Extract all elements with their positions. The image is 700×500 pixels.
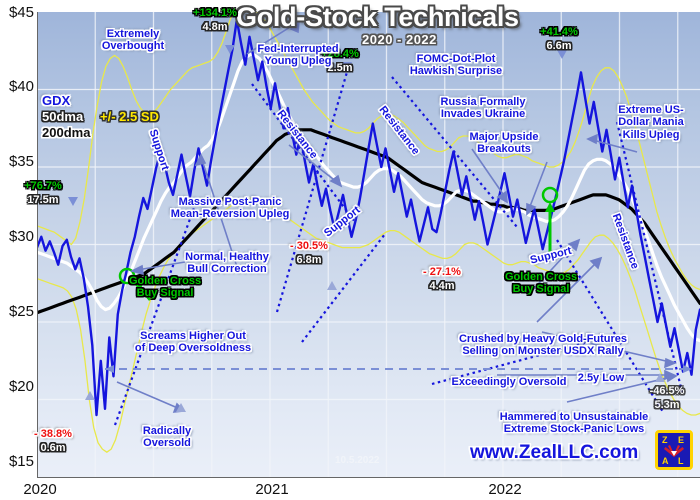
move-dur-3: 4.8m xyxy=(202,21,228,33)
y-tick-20: $20 xyxy=(8,378,34,395)
x-tick-2021: 2021 xyxy=(255,481,289,498)
zeal-logo: Z E A L xyxy=(655,430,693,470)
brand-url[interactable]: www.ZealLLC.com xyxy=(470,442,639,463)
svg-text:Z: Z xyxy=(662,435,668,445)
move-dur-5: 2.5m xyxy=(327,62,353,74)
move-pct-2: - 38.8% xyxy=(34,428,72,440)
y-tick-30: $30 xyxy=(8,228,34,245)
annotation-exceedingly-oversold: Exceedingly Oversold xyxy=(451,376,567,388)
page-title: Gold-Stock Technicals xyxy=(236,2,519,32)
annotation-extreme-usd-mania: Extreme US- Dollar Mania Kills Upleg xyxy=(618,104,684,141)
annotation-fed-interrupted-young-upleg: Fed-Interrupted Young Upleg xyxy=(257,43,339,68)
legend-gdx: GDX xyxy=(42,93,71,108)
ma50-line xyxy=(37,52,700,343)
move-pct-6: - 27.1% xyxy=(423,266,461,278)
annotation-normal-healthy-bull-correction: Normal, Healthy Bull Correction xyxy=(185,251,269,276)
legend-50dma: 50dma xyxy=(42,109,84,124)
annotation-massive-post-panic: Massive Post-Panic Mean-Reversion Upleg xyxy=(170,196,290,221)
move-pct-7: +41.4% xyxy=(540,26,578,38)
x-tick-2020: 2020 xyxy=(23,481,57,498)
plot-area xyxy=(37,12,700,477)
gdx-price-line xyxy=(37,18,700,417)
annotation-screams-higher: Screams Higher Out of Deep Oversoldness xyxy=(134,330,252,355)
legend-sd-band: +/- 2.5 SD xyxy=(100,109,159,124)
sd-band-upper-line xyxy=(37,12,700,291)
golden-cross-marker-2 xyxy=(541,186,559,260)
svg-text:L: L xyxy=(678,456,684,466)
move-dur-4: 6.8m xyxy=(296,254,322,266)
page-subtitle: 2020 - 2022 xyxy=(362,32,437,47)
annotation-russia-invades-ukraine: Russia Formally Invades Ukraine xyxy=(440,96,526,121)
y-axis-line xyxy=(37,12,38,477)
annotation-golden-cross-1: Golden Cross Buy Signal xyxy=(128,275,202,300)
y-tick-45: $45 xyxy=(8,4,34,21)
golden-cross-marker-1 xyxy=(118,267,151,301)
y-tick-15: $15 xyxy=(8,453,34,470)
annotation-hammered-stock-panic-lows: Hammered to Unsustainable Extreme Stock-P… xyxy=(499,411,649,436)
zeal-logo-glyph: Z E A L xyxy=(662,435,684,466)
annotation-radically-oversold: Radically Oversold xyxy=(142,425,192,450)
move-chevrons xyxy=(68,45,665,412)
legend-200dma: 200dma xyxy=(42,125,91,140)
move-dur-7: 6.6m xyxy=(546,40,572,52)
svg-text:E: E xyxy=(678,435,684,445)
y-tick-40: $40 xyxy=(8,78,34,95)
annotation-extremely-overbought: Extremely Overbought xyxy=(101,28,165,53)
y-tick-35: $35 xyxy=(8,153,34,170)
trendline-overlays xyxy=(105,71,692,426)
move-dur-1: 17.5m xyxy=(27,194,59,206)
move-pct-5: +28.4% xyxy=(321,48,359,60)
leader-arrows xyxy=(116,18,678,413)
gridlines xyxy=(37,12,700,477)
move-pct-8: -46.5% xyxy=(649,385,685,397)
move-dur-8: 5.3m xyxy=(654,399,680,411)
x-tick-2022: 2022 xyxy=(488,481,522,498)
date-stamp: 10.5.2022 xyxy=(335,455,380,466)
move-pct-3: +134.1% xyxy=(193,7,237,19)
annotation-crushed-by-gold-futures: Crushed by Heavy Gold-Futures Selling on … xyxy=(458,333,628,358)
svg-text:A: A xyxy=(662,456,669,466)
move-dur-2: 0.6m xyxy=(40,442,66,454)
move-pct-4: - 30.5% xyxy=(290,240,328,252)
sd-band-lower-line xyxy=(37,197,700,453)
move-pct-1: +76.7% xyxy=(24,180,62,192)
x-axis-line xyxy=(37,477,700,478)
chart-svg xyxy=(37,12,700,477)
annotation-fomc-dot-plot: FOMC-Dot-Plot Hawkish Surprise xyxy=(409,53,503,78)
annotation-major-upside-breakouts: Major Upside Breakouts xyxy=(469,131,539,156)
annotation-golden-cross-2: Golden Cross Buy Signal xyxy=(504,271,578,296)
move-dur-6: 4.4m xyxy=(429,280,455,292)
y-tick-25: $25 xyxy=(8,303,34,320)
annotation-25y-low: 2.5y Low xyxy=(577,372,625,384)
